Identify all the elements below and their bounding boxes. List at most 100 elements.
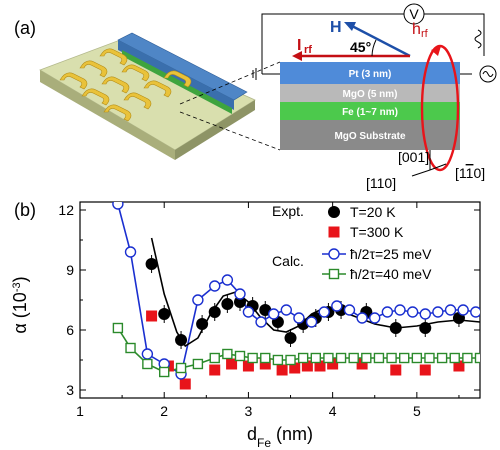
expt-300K-point [242,360,254,372]
calc-25meV-point [369,312,381,324]
calc-40meV-point [272,354,284,366]
calc-40meV-point [260,352,271,364]
wire-left [261,13,404,74]
x-tick-label: 2 [160,403,168,419]
x-tick-label: 1 [76,403,84,419]
calc-25meV-point [305,316,318,328]
expt-300K-point [419,364,431,376]
expt-fit-curve [150,237,480,348]
y-tick-label: 9 [66,262,74,278]
axis-110-label: [110] [366,175,396,191]
stripe-green-layer [122,50,232,114]
expt-300K-point [146,310,158,322]
expt-20K-point [284,332,297,344]
calc-25meV-point [356,312,368,324]
calc-40meV-point [297,352,309,364]
wire-right [424,13,485,56]
calc-40meV-point [285,354,296,366]
layer-substrate [280,120,460,150]
layer-pt [280,62,460,84]
calc-25meV-point [267,308,280,320]
calc-40meV-point [310,352,321,364]
legend-marker-20K [328,206,340,218]
calc-40meV-point [424,352,435,364]
expt-20K-point [389,322,402,334]
expt-300K-point [301,360,313,372]
calc-40meV-point [449,352,460,364]
calc-40meV-point [386,352,397,364]
calc-25meV-point [343,304,356,316]
calc-25meV-point [470,306,480,318]
expt-20K-point [234,296,246,308]
x-axis-title: dFe (nm) [247,424,313,450]
calc-40meV-point [335,352,347,364]
substrate-side [175,100,255,160]
expt-20K-point [221,298,234,310]
angle-arc [371,39,377,57]
calc-25meV-point [280,304,293,316]
calc-40meV-point [399,352,410,364]
expt-300K-point [314,360,326,372]
current-arrow-head [292,51,302,61]
hrf-label-sub: rf [421,28,429,40]
expt-20K-point [145,258,158,270]
expt-300K-point [289,362,301,374]
panel-b-label: (b) [14,200,36,220]
h-field-arrow-head [344,22,356,31]
h-field-label: H [330,19,342,36]
calc-40meV-point [474,352,480,364]
expt-300K-point [327,358,339,370]
legend-marker-40meV [328,268,340,280]
legend-marker-300K [328,226,340,238]
legend-group-expt: Expt. [272,203,304,219]
expt-300K-point [390,364,402,376]
y-axis-title: α (10-3) [10,276,30,333]
panel-a: (a) [14,3,497,191]
calc-25meV-point [192,294,204,306]
layer-fe-label: Fe (1~7 nm) [342,107,398,118]
calc-25meV-point [255,316,267,328]
calc-25meV-point [234,288,246,300]
layer-mgo-label: MgO (5 nm) [343,89,398,100]
gold-electrodes [59,48,192,122]
expt-20K-point [175,334,188,346]
calc-40meV-line [117,327,480,373]
current-label: I [297,37,301,54]
calc-40meV-point [159,366,170,378]
device-illustration [39,32,281,160]
x-tick-label: 5 [413,403,421,419]
expt-20K-point [196,318,209,330]
layer-fe [280,102,460,120]
axis-110-line [411,169,431,177]
x-tick-label: 3 [245,403,253,419]
voltmeter-label: V [409,6,419,22]
expt-300K-point [259,358,271,370]
calc-25meV-point [432,306,444,318]
stack-diagram: Pt (3 nm) MgO (5 nm) Fe (1~7 nm) MgO Sub… [252,3,497,191]
x-tick-label: 4 [329,403,337,419]
ac-wave-icon [482,71,494,77]
legend-marker-25meV [328,248,340,260]
layer-substrate-label: MgO Substrate [334,131,406,142]
expt-300K-point [356,358,368,370]
inductor-icon [474,29,482,49]
calc-40meV-point [112,322,124,334]
expt-300K-point [453,360,465,372]
axis-1m10-line [429,163,447,171]
y-tick-label: 12 [58,202,74,218]
zoom-line-bottom [179,111,281,151]
calc-40meV-point [247,352,258,364]
calc-40meV-point [323,352,334,364]
axis-001-label: [001] [398,149,429,165]
calc-40meV-point [361,352,372,364]
legend-label: ħ/2τ=40 meV [350,266,432,282]
calc-25meV-point [209,280,221,292]
calc-25meV-line [117,203,476,376]
expt-20K-point [208,306,221,318]
expt-20K-point [419,322,432,334]
substrate-front [40,70,175,160]
y-tick-label: 3 [66,382,74,398]
current-label-sub: rf [304,44,312,56]
